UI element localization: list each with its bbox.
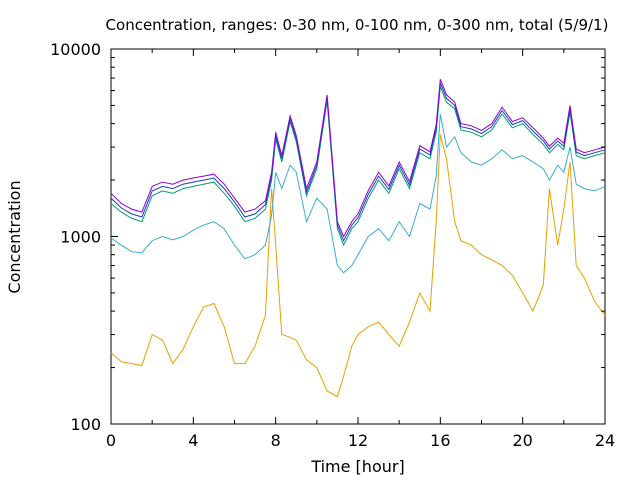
series-line-1	[110, 134, 606, 398]
y-axis: 100 1000 10000	[50, 40, 605, 434]
x-tick-label: 16	[430, 431, 450, 450]
series-line-4	[110, 82, 606, 242]
x-axis: 0 4 8 12 16 20 24	[106, 49, 615, 450]
chart-title: Concentration, ranges: 0-30 nm, 0-100 nm…	[106, 16, 609, 34]
series-layer	[110, 79, 606, 398]
series-line-5	[110, 79, 606, 238]
y-axis-title: Concentration	[5, 180, 24, 293]
x-axis-title: Time [hour]	[310, 457, 404, 476]
y-tick-label: 1000	[60, 228, 101, 247]
x-tick-label: 20	[512, 431, 532, 450]
y-tick-label: 10000	[50, 40, 101, 59]
x-tick-label: 4	[188, 431, 198, 450]
x-tick-label: 8	[271, 431, 281, 450]
x-tick-label: 12	[348, 431, 368, 450]
x-tick-label: 0	[106, 431, 116, 450]
x-tick-label: 24	[595, 431, 615, 450]
y-tick-label: 100	[70, 415, 101, 434]
series-line-2	[110, 113, 606, 274]
plot-frame	[110, 48, 606, 425]
series-line-3	[110, 86, 606, 247]
